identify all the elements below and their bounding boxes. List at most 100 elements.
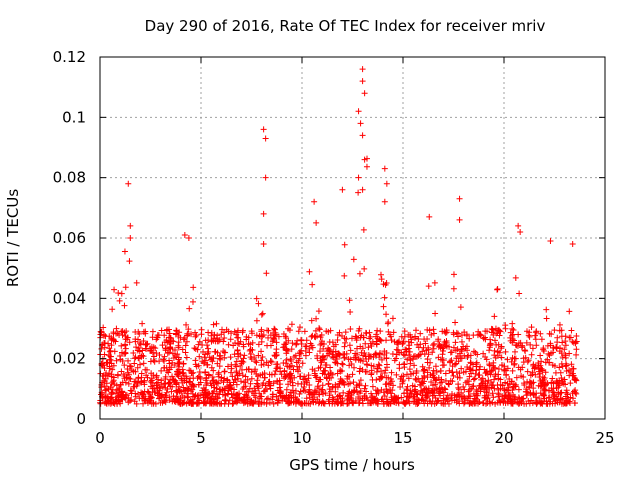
data-point [382,367,389,374]
data-point [153,374,160,381]
data-point [286,400,293,407]
data-point [137,341,144,348]
data-point [381,370,388,377]
data-point [296,349,303,356]
data-point [446,367,453,374]
data-point [569,365,576,372]
data-point [394,347,401,354]
data-point [491,376,498,383]
data-point [195,362,202,369]
data-point [287,376,294,383]
data-point [187,375,194,382]
data-point [411,388,418,395]
data-point [431,279,438,286]
data-point [149,328,156,335]
data-point [526,329,533,336]
data-point [415,336,422,343]
data-point [395,394,402,401]
data-point [542,369,549,376]
data-point [492,371,499,378]
data-point [128,367,135,374]
data-point [361,90,368,97]
data-point [214,400,221,407]
data-point [139,392,146,399]
data-point [573,338,580,345]
data-point [309,281,316,288]
data-point [216,336,223,343]
data-point [366,329,373,336]
data-point [386,331,393,338]
data-point [142,397,149,404]
data-point [378,276,385,283]
data-point [179,392,186,399]
data-point [512,274,519,281]
data-point [261,374,268,381]
data-point [381,198,388,205]
data-point [267,358,274,365]
data-point [103,359,110,366]
data-point [312,372,319,379]
data-point [167,340,174,347]
data-point [396,349,403,356]
data-point [373,352,380,359]
data-point [573,377,580,384]
data-point [290,366,297,373]
data-point [515,222,522,229]
data-point [205,337,212,344]
data-point [387,376,394,383]
data-point [374,387,381,394]
data-point [297,324,303,331]
data-point [135,328,142,335]
data-point [130,350,137,357]
data-point [346,297,353,304]
data-point [334,399,341,406]
data-point [143,341,150,348]
data-point [265,378,272,385]
data-point [448,349,455,356]
data-point [368,370,375,377]
data-point [362,340,369,347]
data-point [502,348,509,355]
data-point [512,381,519,388]
data-point [322,390,329,397]
data-point [543,315,550,322]
data-point [511,360,518,367]
data-point [223,397,230,404]
data-point [367,353,374,360]
data-point [285,393,292,400]
data-point [360,334,367,341]
data-point [507,334,514,341]
data-point [557,395,564,402]
data-point [244,388,251,395]
data-point [390,329,397,336]
data-point [449,369,456,376]
data-point [227,369,234,376]
data-point [110,399,117,406]
data-point [450,271,457,278]
data-point [560,380,567,387]
data-point [210,337,217,344]
data-point [546,359,553,366]
data-point [395,400,402,407]
data-point [132,354,139,361]
data-point [273,346,280,353]
data-point [524,389,531,396]
data-point [334,331,341,338]
data-point [355,108,362,115]
data-point [118,389,125,396]
data-point [532,371,539,378]
data-point [166,360,173,367]
data-point [373,338,380,345]
data-point [362,368,369,375]
data-point [544,342,551,349]
data-point [196,368,203,375]
data-point [326,386,333,393]
data-point [347,347,354,354]
data-point [566,334,573,341]
data-point [300,387,307,394]
data-point [538,358,545,365]
data-point [465,381,472,388]
data-point [179,346,186,353]
data-point [113,382,120,389]
data-point [286,327,293,334]
